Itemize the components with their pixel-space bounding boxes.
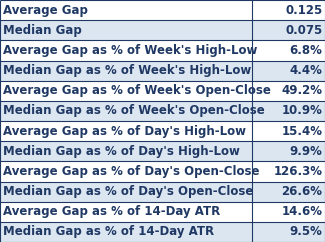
Text: 9.5%: 9.5% — [290, 225, 322, 238]
Bar — [0, 60, 325, 81]
Text: Average Gap as % of Week's Open-Close: Average Gap as % of Week's Open-Close — [3, 84, 270, 97]
Bar — [0, 182, 325, 202]
Text: Median Gap as % of Week's High-Low: Median Gap as % of Week's High-Low — [3, 64, 251, 77]
Text: Median Gap as % of Week's Open-Close: Median Gap as % of Week's Open-Close — [3, 104, 264, 117]
Text: 126.3%: 126.3% — [273, 165, 322, 178]
Text: Median Gap: Median Gap — [3, 24, 81, 37]
Text: 14.6%: 14.6% — [281, 205, 322, 218]
Bar — [0, 40, 325, 60]
Text: 0.125: 0.125 — [285, 4, 322, 17]
Text: Average Gap as % of Day's High-Low: Average Gap as % of Day's High-Low — [3, 125, 246, 138]
Text: Average Gap as % of Day's Open-Close: Average Gap as % of Day's Open-Close — [3, 165, 259, 178]
Text: 26.6%: 26.6% — [281, 185, 322, 198]
Bar — [0, 81, 325, 101]
Bar — [0, 20, 325, 40]
Text: Average Gap: Average Gap — [3, 4, 87, 17]
Bar — [0, 101, 325, 121]
Text: 15.4%: 15.4% — [281, 125, 322, 138]
Text: Median Gap as % of 14-Day ATR: Median Gap as % of 14-Day ATR — [3, 225, 214, 238]
Text: Average Gap as % of 14-Day ATR: Average Gap as % of 14-Day ATR — [3, 205, 220, 218]
Text: 6.8%: 6.8% — [290, 44, 322, 57]
Text: Median Gap as % of Day's High-Low: Median Gap as % of Day's High-Low — [3, 145, 240, 158]
Bar — [0, 0, 325, 20]
Text: 49.2%: 49.2% — [281, 84, 322, 97]
Text: 9.9%: 9.9% — [290, 145, 322, 158]
Text: Median Gap as % of Day's Open-Close: Median Gap as % of Day's Open-Close — [3, 185, 253, 198]
Bar — [0, 161, 325, 182]
Bar — [0, 141, 325, 161]
Text: Average Gap as % of Week's High-Low: Average Gap as % of Week's High-Low — [3, 44, 257, 57]
Text: 10.9%: 10.9% — [281, 104, 322, 117]
Bar — [0, 121, 325, 141]
Text: 0.075: 0.075 — [285, 24, 322, 37]
Bar — [0, 202, 325, 222]
Text: 4.4%: 4.4% — [290, 64, 322, 77]
Bar — [0, 222, 325, 242]
